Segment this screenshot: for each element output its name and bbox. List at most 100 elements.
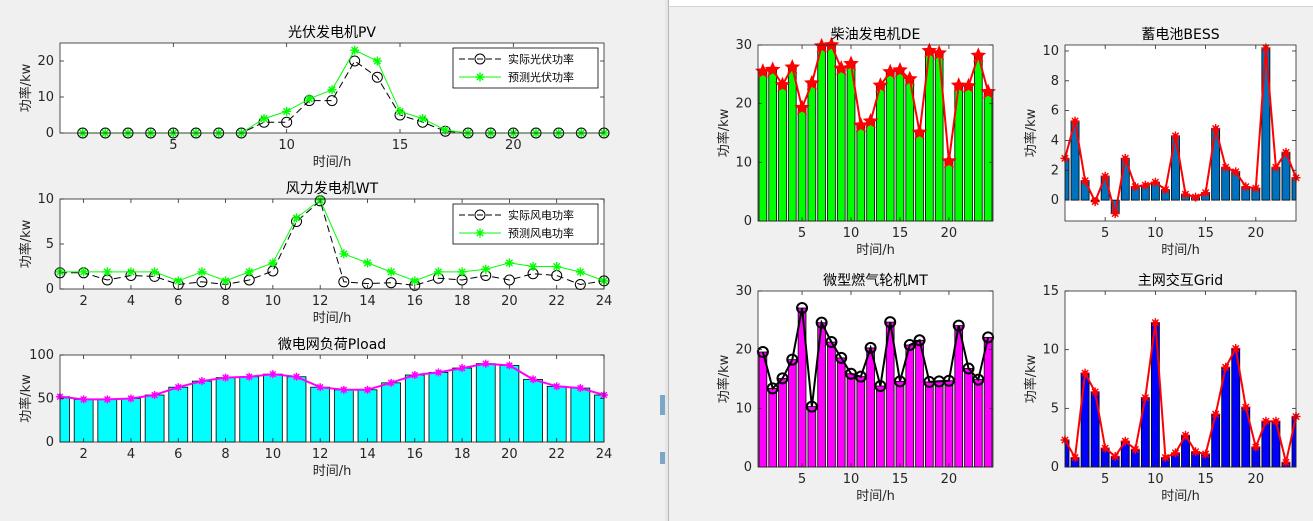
- y-tick-label: 10: [735, 401, 752, 416]
- bar: [856, 124, 866, 222]
- bar: [836, 357, 846, 468]
- point-marker: [126, 267, 136, 277]
- bar: [428, 371, 449, 443]
- x-tick-label: 5: [169, 138, 177, 153]
- chart-title: 蓄电池BESS: [1141, 27, 1219, 43]
- x-tick-label: 20: [941, 472, 958, 487]
- point-marker: [952, 319, 965, 332]
- point-marker: [796, 302, 809, 315]
- y-tick-label: 0: [46, 435, 54, 450]
- chart-grid: 5 10 15 20 0 5 10 15 主网交互Grid 时间/h 功率/kw: [1023, 272, 1301, 504]
- point-marker: [766, 382, 779, 395]
- bar: [404, 374, 425, 443]
- window-top-bar: [669, 0, 1313, 7]
- point-dot: [1253, 185, 1259, 191]
- bar: [778, 378, 787, 468]
- bar: [1080, 372, 1090, 468]
- point-marker: [304, 94, 314, 104]
- x-tick-label: 8: [221, 294, 229, 309]
- bar: [239, 376, 260, 443]
- bar: [144, 394, 165, 443]
- y-tick-label: 30: [735, 38, 752, 53]
- point-marker-stroke: [363, 259, 372, 267]
- point-marker: [872, 77, 889, 93]
- window-divider: [665, 0, 668, 521]
- y-tick-label: 15: [1042, 284, 1059, 299]
- point-marker-stroke: [350, 46, 359, 54]
- x-tick-label: 15: [892, 226, 909, 241]
- point-marker-stroke: [482, 265, 490, 273]
- point-marker: [350, 45, 360, 55]
- point-marker-stroke: [245, 268, 253, 276]
- point-dot: [1132, 446, 1138, 452]
- x-tick-label: 4: [127, 447, 135, 462]
- y-tick-label: 5: [46, 237, 54, 252]
- bar: [1064, 157, 1070, 201]
- point-marker-stroke: [576, 268, 585, 276]
- x-tick-label: 10: [265, 447, 282, 462]
- point-marker-stroke: [328, 86, 336, 94]
- point-dot: [412, 372, 418, 378]
- point-marker-stroke: [373, 57, 382, 65]
- point-marker: [854, 370, 867, 383]
- point-marker-stroke: [396, 107, 404, 116]
- x-tick-label: 20: [505, 138, 522, 153]
- axes-frame: [1064, 44, 1297, 222]
- point-marker: [784, 58, 801, 75]
- axes-background: [758, 45, 993, 221]
- bar: [876, 85, 885, 222]
- point-dot: [1193, 194, 1199, 200]
- point-dot: [1162, 455, 1168, 461]
- point-marker-stroke: [529, 262, 537, 271]
- point-dot: [1142, 182, 1148, 188]
- point-marker: [864, 341, 877, 354]
- point-dot: [246, 374, 252, 380]
- y-tick-label: 5: [1051, 401, 1059, 416]
- x-tick-label: 5: [798, 472, 806, 487]
- bar: [876, 385, 885, 468]
- bar: [895, 69, 905, 222]
- point-dot: [577, 385, 583, 391]
- point-marker: [574, 279, 586, 290]
- bar: [758, 351, 768, 468]
- bar: [817, 45, 826, 222]
- point-marker: [173, 276, 183, 286]
- window-edge-marker: [660, 452, 665, 464]
- x-tick-label: 14: [359, 294, 376, 309]
- bar: [944, 380, 954, 468]
- point-marker: [962, 362, 975, 375]
- point-dot: [199, 378, 205, 384]
- bar: [807, 82, 817, 222]
- point-marker: [79, 267, 89, 277]
- point-marker-stroke: [150, 268, 159, 276]
- point-marker-stroke: [198, 268, 206, 276]
- bar: [768, 69, 778, 222]
- x-tick-label: 6: [174, 447, 182, 462]
- point-marker-stroke: [292, 214, 301, 222]
- point-marker: [921, 42, 938, 58]
- x-tick-label: 10: [843, 226, 860, 241]
- y-tick-label: 0: [744, 460, 752, 475]
- point-dot: [530, 376, 536, 382]
- bar: [570, 387, 591, 443]
- bar: [768, 387, 778, 468]
- bar: [546, 385, 567, 443]
- bar: [263, 373, 283, 443]
- bar: [1271, 420, 1281, 468]
- point-dot: [1082, 178, 1088, 184]
- point-dot: [364, 387, 370, 393]
- axes-background: [1065, 45, 1296, 221]
- point-marker: [825, 336, 838, 349]
- point-dot: [1283, 149, 1289, 155]
- x-axis-label: 时间/h: [313, 464, 352, 479]
- point-marker: [972, 373, 985, 386]
- point-marker: [372, 56, 382, 66]
- point-dot: [1162, 187, 1168, 193]
- point-marker-stroke: [340, 250, 348, 258]
- point-dot: [1183, 191, 1189, 197]
- point-dot: [341, 387, 347, 393]
- x-tick-label: 8: [221, 447, 229, 462]
- bar: [333, 389, 354, 443]
